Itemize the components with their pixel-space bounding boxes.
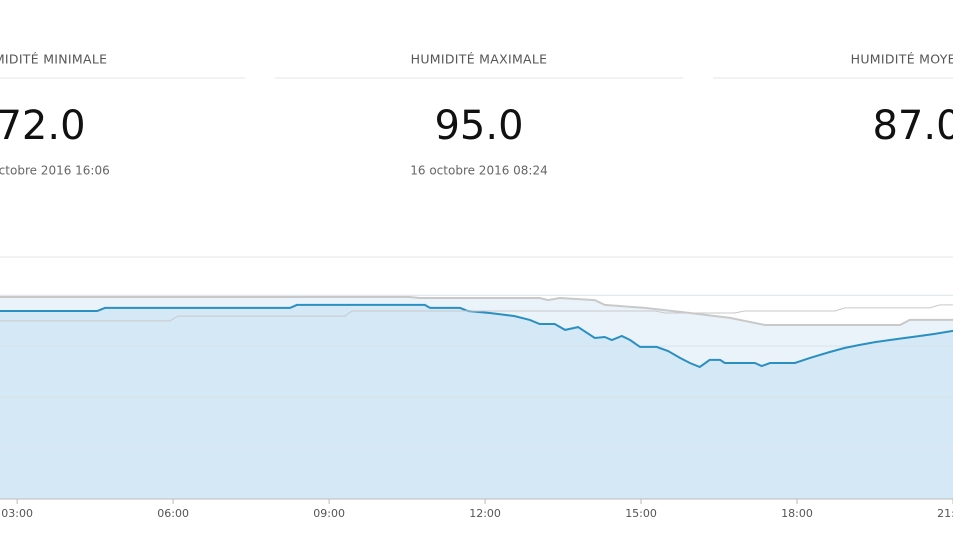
line <box>0 304 953 322</box>
x-tick-label: 09:00 <box>313 507 345 520</box>
x-tick-label: 03:00 <box>1 507 33 520</box>
area <box>0 304 953 499</box>
line <box>0 303 953 369</box>
x-tick-label: 06:00 <box>157 507 189 520</box>
x-tick-label: 12:00 <box>469 507 501 520</box>
stat-title: HUMIDITÉ MINIMALE <box>0 52 107 67</box>
stat-value: 72.0 <box>0 103 86 149</box>
stat-value: 87.0 <box>872 103 953 149</box>
stat-title: HUMIDITÉ MOYENNE <box>851 52 953 67</box>
stat-date: 16 octobre 2016 16:06 <box>0 164 110 178</box>
stat-value: 95.0 <box>434 103 523 149</box>
line <box>0 296 953 326</box>
x-tick-label: 21:00 <box>937 507 953 520</box>
stat-title: HUMIDITÉ MAXIMALE <box>411 52 548 67</box>
stat-date: 16 octobre 2016 08:24 <box>410 164 548 178</box>
x-tick-label: 15:00 <box>625 507 657 520</box>
x-tick-label: 18:00 <box>781 507 813 520</box>
